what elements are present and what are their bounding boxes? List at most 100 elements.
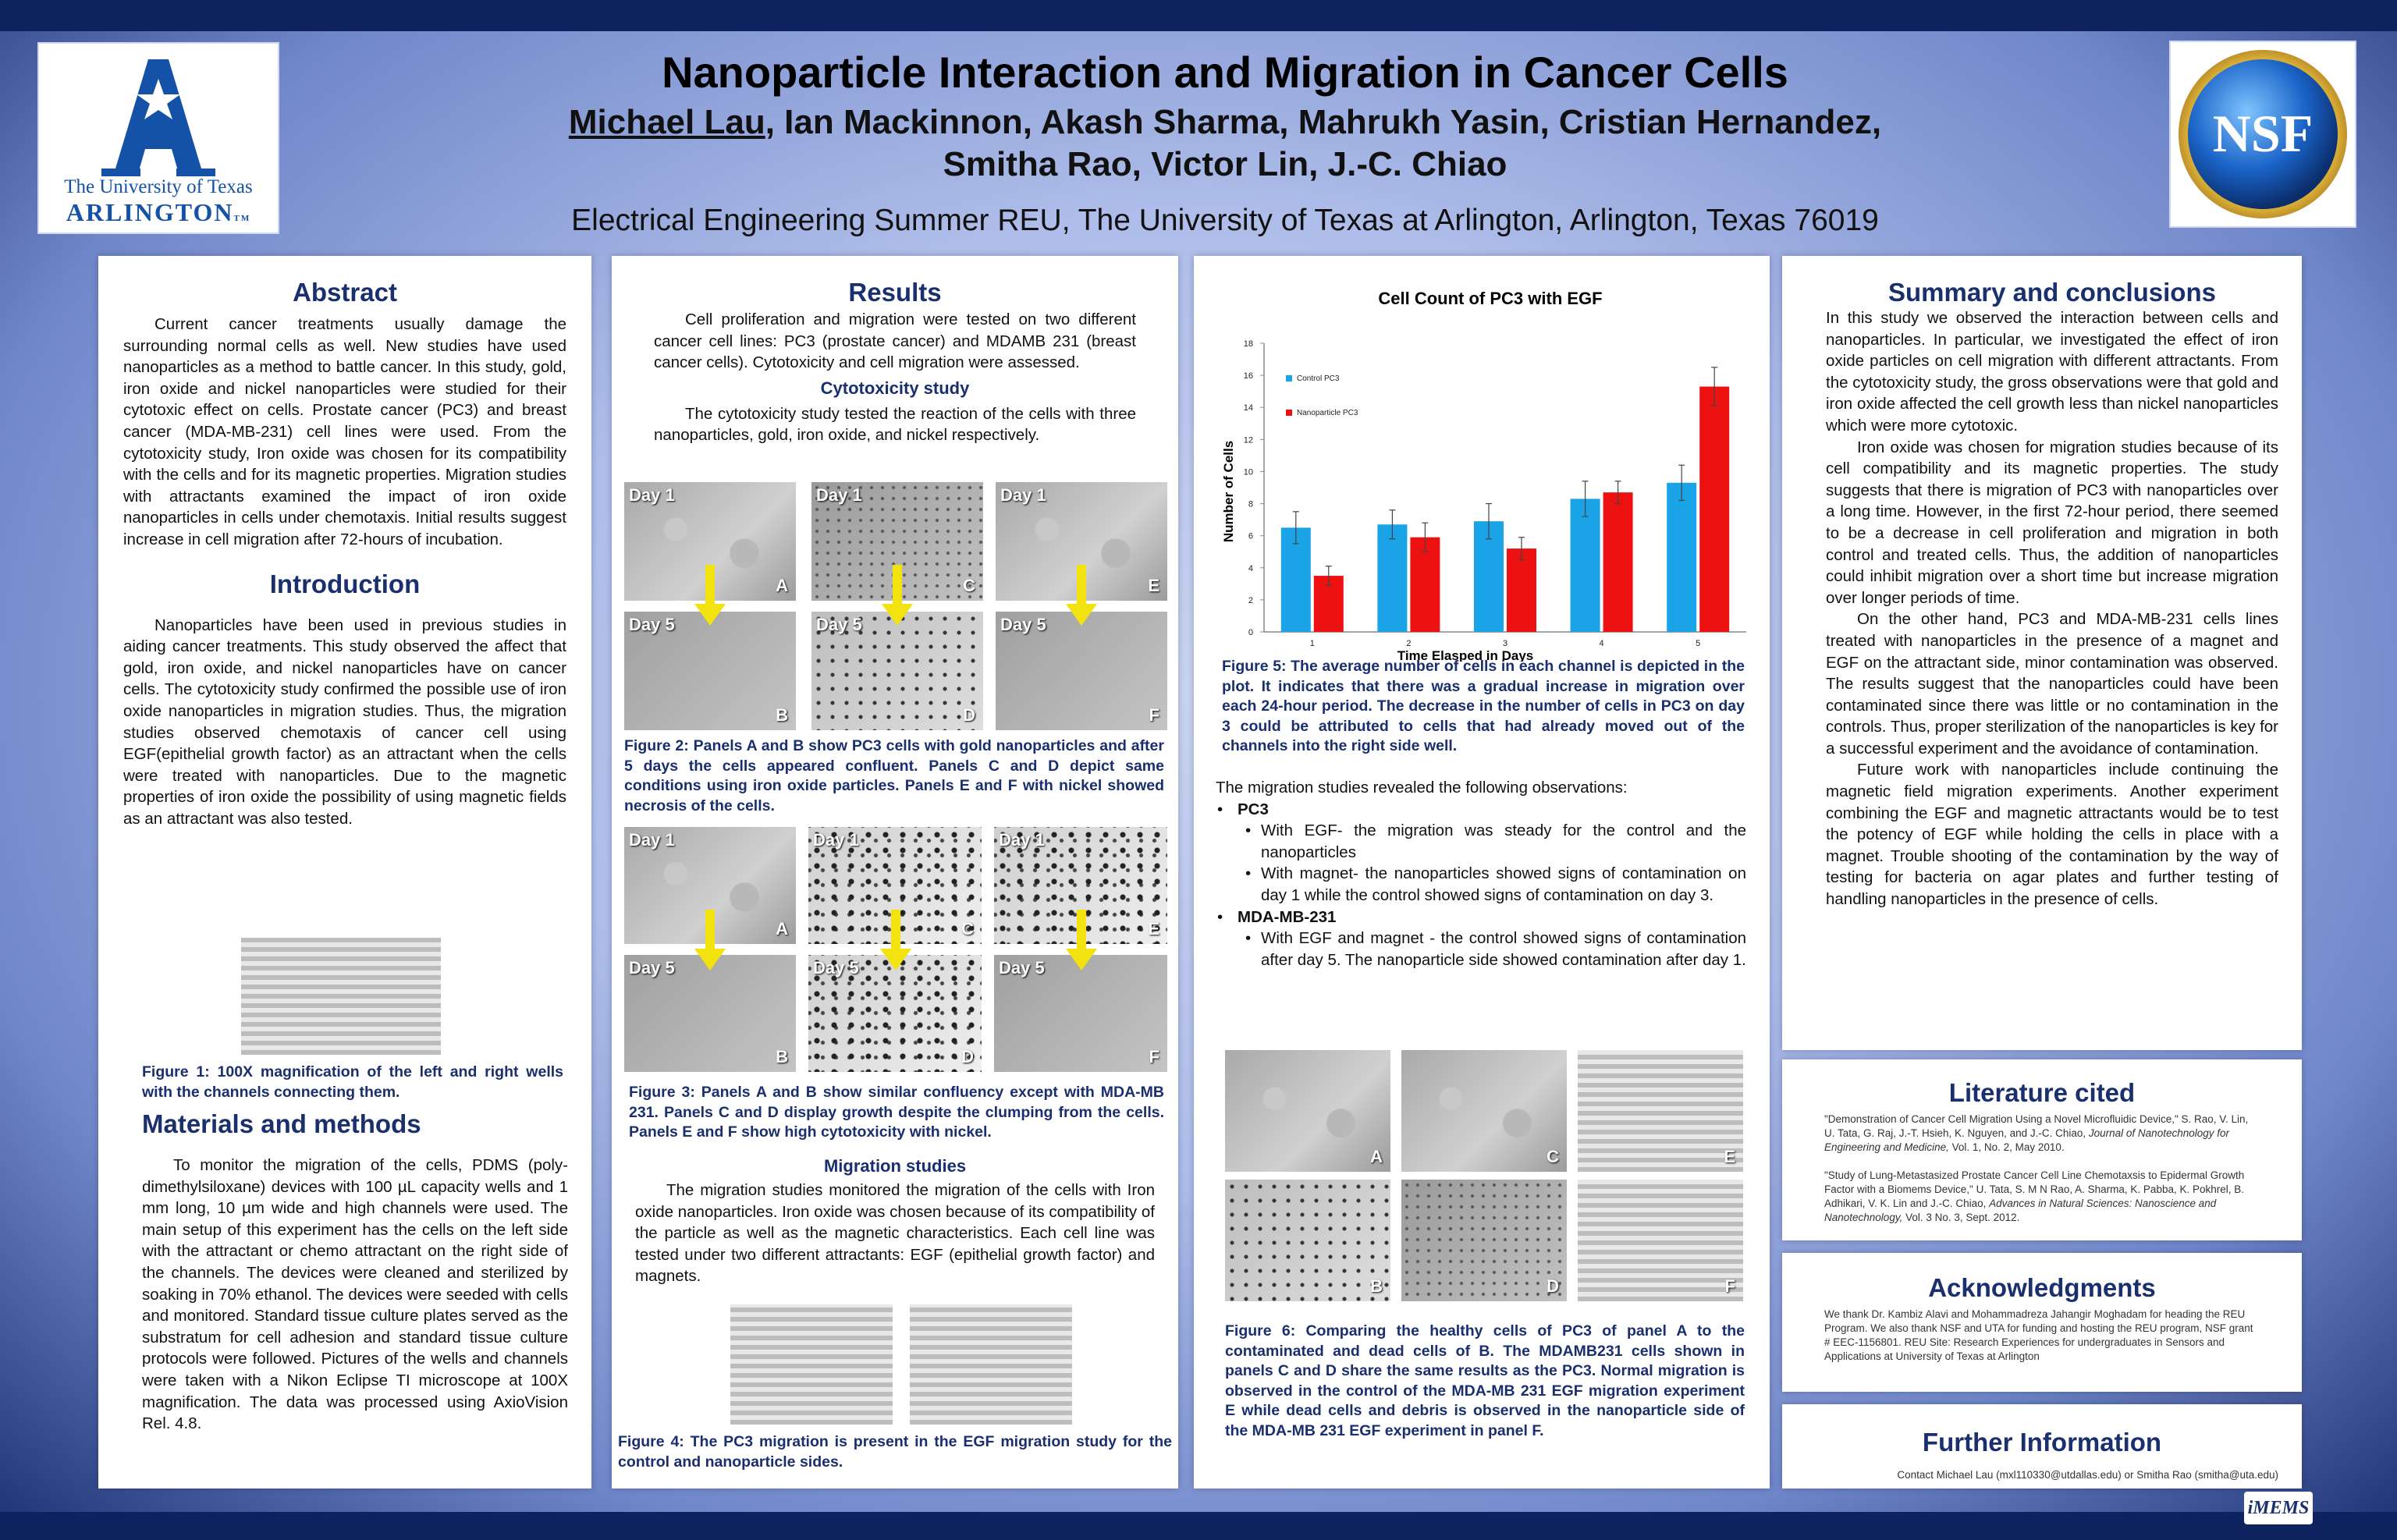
nsf-logo: NSF — [2169, 41, 2356, 228]
chart-bar-control — [1667, 482, 1697, 632]
chart-ylabel: Number of Cells — [1221, 441, 1236, 542]
chart-legend-swatch — [1286, 410, 1292, 416]
literature-ref1: "Demonstration of Cancer Cell Migration … — [1824, 1113, 2249, 1153]
authors-line2: Smitha Rao, Victor Lin, J.-C. Chiao — [943, 145, 1507, 183]
acknowledgments-text: We thank Dr. Kambiz Alavi and Mohammadre… — [1824, 1308, 2253, 1362]
chart-bar-nanoparticle — [1507, 548, 1536, 632]
abstract-heading: Abstract — [293, 278, 397, 307]
introduction-text: Nanoparticles have been used in previous… — [123, 616, 566, 828]
chart-x-tick-label: 2 — [1406, 639, 1411, 648]
methods-text: To monitor the migration of the cells, P… — [142, 1156, 568, 1433]
results-heading: Results — [848, 278, 942, 307]
affiliation: Electrical Engineering Summer REU, The U… — [571, 204, 1879, 237]
obs-pc3-item: With EGF- the migration was steady for t… — [1245, 820, 1746, 863]
chart-bar-control — [1570, 499, 1600, 632]
cell-count-chart: Cell Count of PC3 with EGF 0246810121416… — [1221, 289, 1746, 662]
cytotoxicity-heading: Cytotoxicity study — [820, 378, 970, 398]
literature-panel: Literature cited "Demonstration of Cance… — [1782, 1059, 2302, 1240]
chart-bar-control — [1280, 527, 1311, 632]
introduction-heading: Introduction — [269, 569, 421, 598]
poster-title: Nanoparticle Interaction and Migration i… — [662, 48, 1788, 97]
chart-y-tick-label: 4 — [1248, 564, 1253, 573]
further-info-heading: Further Information — [1922, 1428, 2162, 1457]
obs-pc3-item: With magnet- the nanoparticles showed si… — [1245, 863, 1746, 906]
obs-mda-item: With EGF and magnet - the control showed… — [1245, 928, 1746, 970]
chart-bar-control — [1377, 524, 1408, 632]
chart-y-tick-label: 12 — [1244, 435, 1253, 445]
nsf-logo-text: NSF — [2213, 104, 2313, 163]
chart-x-tick-label: 3 — [1503, 639, 1507, 648]
chart-bar-control — [1474, 521, 1504, 632]
fig6-panel-b: B — [1225, 1180, 1390, 1301]
summary-p3: On the other hand, PC3 and MDA-MB-231 ce… — [1826, 610, 2278, 758]
summary-p2: Iron oxide was chosen for migration stud… — [1826, 438, 2278, 607]
imems-logo: iMEMS — [2244, 1492, 2313, 1524]
cytotoxicity-text: The cytotoxicity study tested the reacti… — [654, 404, 1136, 445]
chart-bar-nanoparticle — [1603, 492, 1633, 632]
chart-y-tick-label: 16 — [1244, 371, 1253, 381]
chart-y-tick-label: 2 — [1248, 596, 1253, 605]
summary-p4: Future work with nanoparticles include c… — [1826, 761, 2278, 909]
fig6-panel-f: F — [1578, 1180, 1743, 1301]
abstract-intro-methods-panel: Abstract Current cancer treatments usual… — [98, 256, 591, 1489]
obs-pc3-label: PC3 — [1238, 800, 1269, 818]
fig6-panel-e: E — [1578, 1050, 1743, 1172]
chart-legend-label: Nanoparticle PC3 — [1297, 409, 1358, 417]
fig6-panel-d: D — [1401, 1180, 1567, 1301]
chart-y-tick-label: 18 — [1244, 339, 1253, 349]
chart-y-tick-label: 8 — [1248, 500, 1253, 509]
further-info-panel: Further Information Contact Michael Lau … — [1782, 1404, 2302, 1489]
summary-panel: Summary and conclusions In this study we… — [1782, 256, 2302, 1050]
chart-x-tick-label: 4 — [1600, 639, 1604, 648]
uta-logo-line2: ARLINGTON — [66, 198, 234, 226]
figure1-image — [241, 938, 441, 1055]
uta-a-star-icon — [101, 59, 215, 176]
figure4-image-nanoparticle — [910, 1304, 1072, 1425]
chart-legend-swatch — [1286, 375, 1292, 381]
fig6-panel-a: A — [1225, 1050, 1390, 1172]
bottom-frame-bar — [0, 1512, 2397, 1540]
results-intro: Cell proliferation and migration were te… — [654, 310, 1136, 372]
acknowledgments-panel: Acknowledgments We thank Dr. Kambiz Alav… — [1782, 1253, 2302, 1392]
chart-y-tick-label: 6 — [1248, 532, 1253, 541]
chart-y-tick-label: 0 — [1248, 628, 1253, 637]
fig6-panel-c: C — [1401, 1050, 1567, 1172]
literature-heading: Literature cited — [1948, 1078, 2136, 1107]
acknowledgments-heading: Acknowledgments — [1928, 1273, 2156, 1302]
figure2-caption: Figure 2: Panels A and B show PC3 cells … — [624, 737, 1164, 814]
uta-logo-line1: The University of Texas — [64, 176, 253, 197]
figure3-caption: Figure 3: Panels A and B show similar co… — [629, 1084, 1164, 1141]
chart-y-tick-label: 14 — [1244, 403, 1253, 413]
migration-text: The migration studies monitored the migr… — [635, 1181, 1155, 1286]
summary-p1: In this study we observed the interactio… — [1826, 309, 2278, 435]
uta-logo-tm: TM — [233, 214, 251, 223]
chart-bar-nanoparticle — [1699, 386, 1730, 632]
chart-bar-nanoparticle — [1410, 537, 1440, 632]
methods-heading: Materials and methods — [142, 1109, 421, 1138]
abstract-text: Current cancer treatments usually damage… — [123, 315, 566, 548]
uta-logo: The University of Texas ARLINGTONTM — [37, 42, 279, 234]
observations-intro: The migration studies revealed the follo… — [1216, 779, 1628, 797]
migration-heading: Migration studies — [823, 1156, 967, 1176]
authors-rest: , Ian Mackinnon, Akash Sharma, Mahrukh Y… — [765, 103, 1882, 141]
chart-y-tick-label: 10 — [1244, 467, 1253, 477]
title-block: Nanoparticle Interaction and Migration i… — [297, 47, 2154, 240]
figure4-caption: Figure 4: The PC3 migration is present i… — [618, 1433, 1172, 1471]
chart-x-tick-label: 1 — [1310, 639, 1315, 648]
results-panel: Results Cell proliferation and migration… — [612, 256, 1178, 1489]
figure5-caption: Figure 5: The average number of cells in… — [1222, 658, 1745, 754]
summary-heading: Summary and conclusions — [1888, 278, 2216, 307]
chart-xlabel: Time Elasped in Days — [1397, 648, 1533, 662]
figure4-image-control — [730, 1304, 893, 1425]
figure1-caption: Figure 1: 100X magnification of the left… — [142, 1063, 563, 1101]
chart-observations-panel: Cell Count of PC3 with EGF 0 2 4 6 8 10 12 14 16… — [1194, 256, 1770, 1489]
nsf-globe-icon: NSF — [2179, 50, 2347, 218]
top-frame-bar — [0, 0, 2397, 31]
figure6-caption: Figure 6: Comparing the healthy cells of… — [1225, 1322, 1745, 1439]
literature-ref2: "Study of Lung-Metastasized Prostate Can… — [1824, 1169, 2245, 1223]
